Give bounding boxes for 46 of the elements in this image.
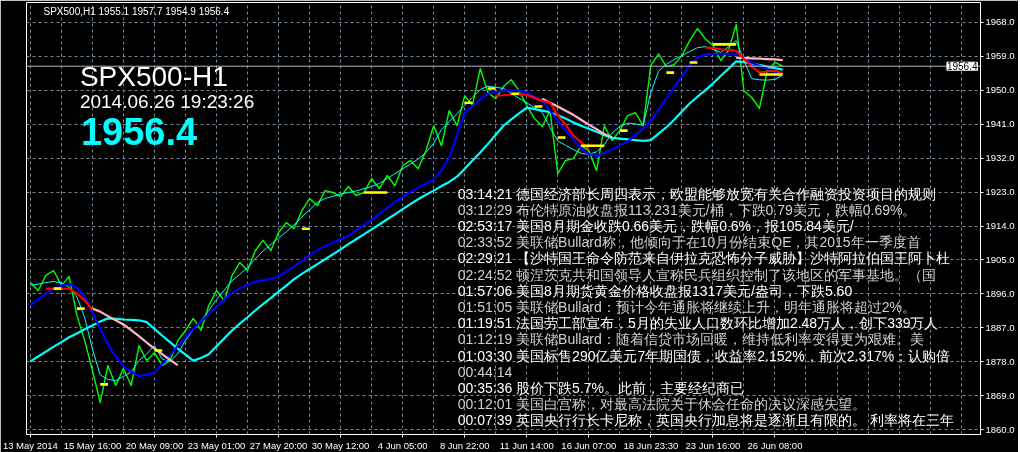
x-tick-label: 13 May 2014 [2, 439, 58, 451]
x-tick-label: 4 Jun 05:00 [377, 439, 428, 451]
x-tick-label: 20 May 09:00 [125, 439, 184, 451]
annotation: SPX500-H1 [79, 60, 228, 92]
y-tick-label: 1887.0 [985, 321, 1015, 333]
annotation: 01:03:30 美国标售290亿美元7年期国债，收益率2.152%，前次2.317%；认购倍 [457, 347, 951, 364]
annotation: 02:29:21 【沙特国王命令防范来自伊拉克恐怖分子威胁】沙特阿拉伯国王阿卜杜 [457, 250, 951, 267]
annotation: 03:12:29 布伦特原油收盘报113.231美元/桶，下跌0.79美元，跌幅0.69%。 [457, 201, 917, 218]
annotation: 1956.4 [80, 110, 198, 153]
x-tick-label: 26 Jun 08:00 [747, 439, 803, 451]
x-tick-label: 18 Jun 23:30 [623, 439, 679, 451]
annotation: 00:35:36 股价下跌5.7%。此前，主要经纪商已 [457, 379, 744, 396]
y-tick-label: 1896.0 [985, 287, 1015, 299]
y-tick-label: 1914.0 [985, 220, 1015, 232]
x-tick-label: 16 Jun 07:00 [561, 439, 617, 451]
annotation: 2014.06.26 19:23:26 [79, 90, 255, 112]
y-tick-label: 1905.0 [985, 253, 1015, 265]
annotation: 00:44:14 [457, 363, 513, 380]
ref-line-label: 1956.4 [946, 61, 978, 73]
y-tick-label: 1950.0 [985, 84, 1015, 96]
annotation: 02:24:52 顿涅茨克共和国领导人宣称民兵组织控制了该地区的军事基地。（国 [457, 266, 937, 283]
y-tick-label: 1860.0 [985, 423, 1015, 435]
y-tick-label: 1923.0 [985, 186, 1015, 198]
annotation: 02:53:17 美国8月期金收跌0.66美元，跌幅0.6%，报105.84美元/ [457, 217, 854, 234]
x-tick-label: 8 Jun 22:00 [439, 439, 490, 451]
x-tick-label: 27 May 20:00 [249, 439, 308, 451]
y-tick-label: 1959.0 [985, 50, 1015, 62]
y-tick-label: 1878.0 [985, 355, 1015, 367]
y-tick-label: 1869.0 [985, 389, 1015, 401]
y-tick-label: 1941.0 [985, 118, 1015, 130]
x-tick-label: 11 Jun 14:00 [499, 439, 554, 451]
x-tick-label: 15 May 16:00 [63, 439, 122, 451]
y-tick-label: 1968.0 [985, 16, 1015, 28]
x-tick-label: 30 May 12:00 [311, 439, 370, 451]
annotation: 01:12:19 美联储Bullard：随着信贷市场回暖，维持低利率变得更为艰难。美 [457, 331, 924, 348]
annotation: 02:33:52 美联储Bullard称，他倾向于在10月份结束QE，其2015年一季度首 [457, 234, 921, 251]
annotation: 01:19:51 法国劳工部宣布，5月的失业人口数环比增加2.48万人，创下339万人 [457, 315, 939, 332]
chart-title: SPX500,H1 1955.1 1957.7 1954.9 1956.4 [43, 5, 230, 17]
x-tick-label: 23 May 01:00 [187, 439, 246, 451]
annotation: 00:07:39 英国央行行长卡尼称，英国央行加息将是逐渐且有限的。 利率将在三年 [457, 412, 954, 429]
annotation: 03:14:21 德国经济部长周四表示，欧盟能够放宽有关合作融资投资项目的规则 [457, 185, 937, 202]
y-tick-label: 1932.0 [985, 152, 1015, 164]
annotation: 01:57:06 美国8月期货黄金价格收盘报1317美元/盎司，下跌5.60 [457, 282, 853, 299]
annotation: 01:51:05 美联储Bullard：预计今年通胀将继续上升，明年通胀将超过2%。 [457, 298, 916, 315]
x-tick-label: 23 Jun 16:00 [685, 439, 741, 451]
annotation: 00:12:01 美国白宫称，对最高法院关于休会任命的决议深感失望。 [457, 396, 867, 413]
